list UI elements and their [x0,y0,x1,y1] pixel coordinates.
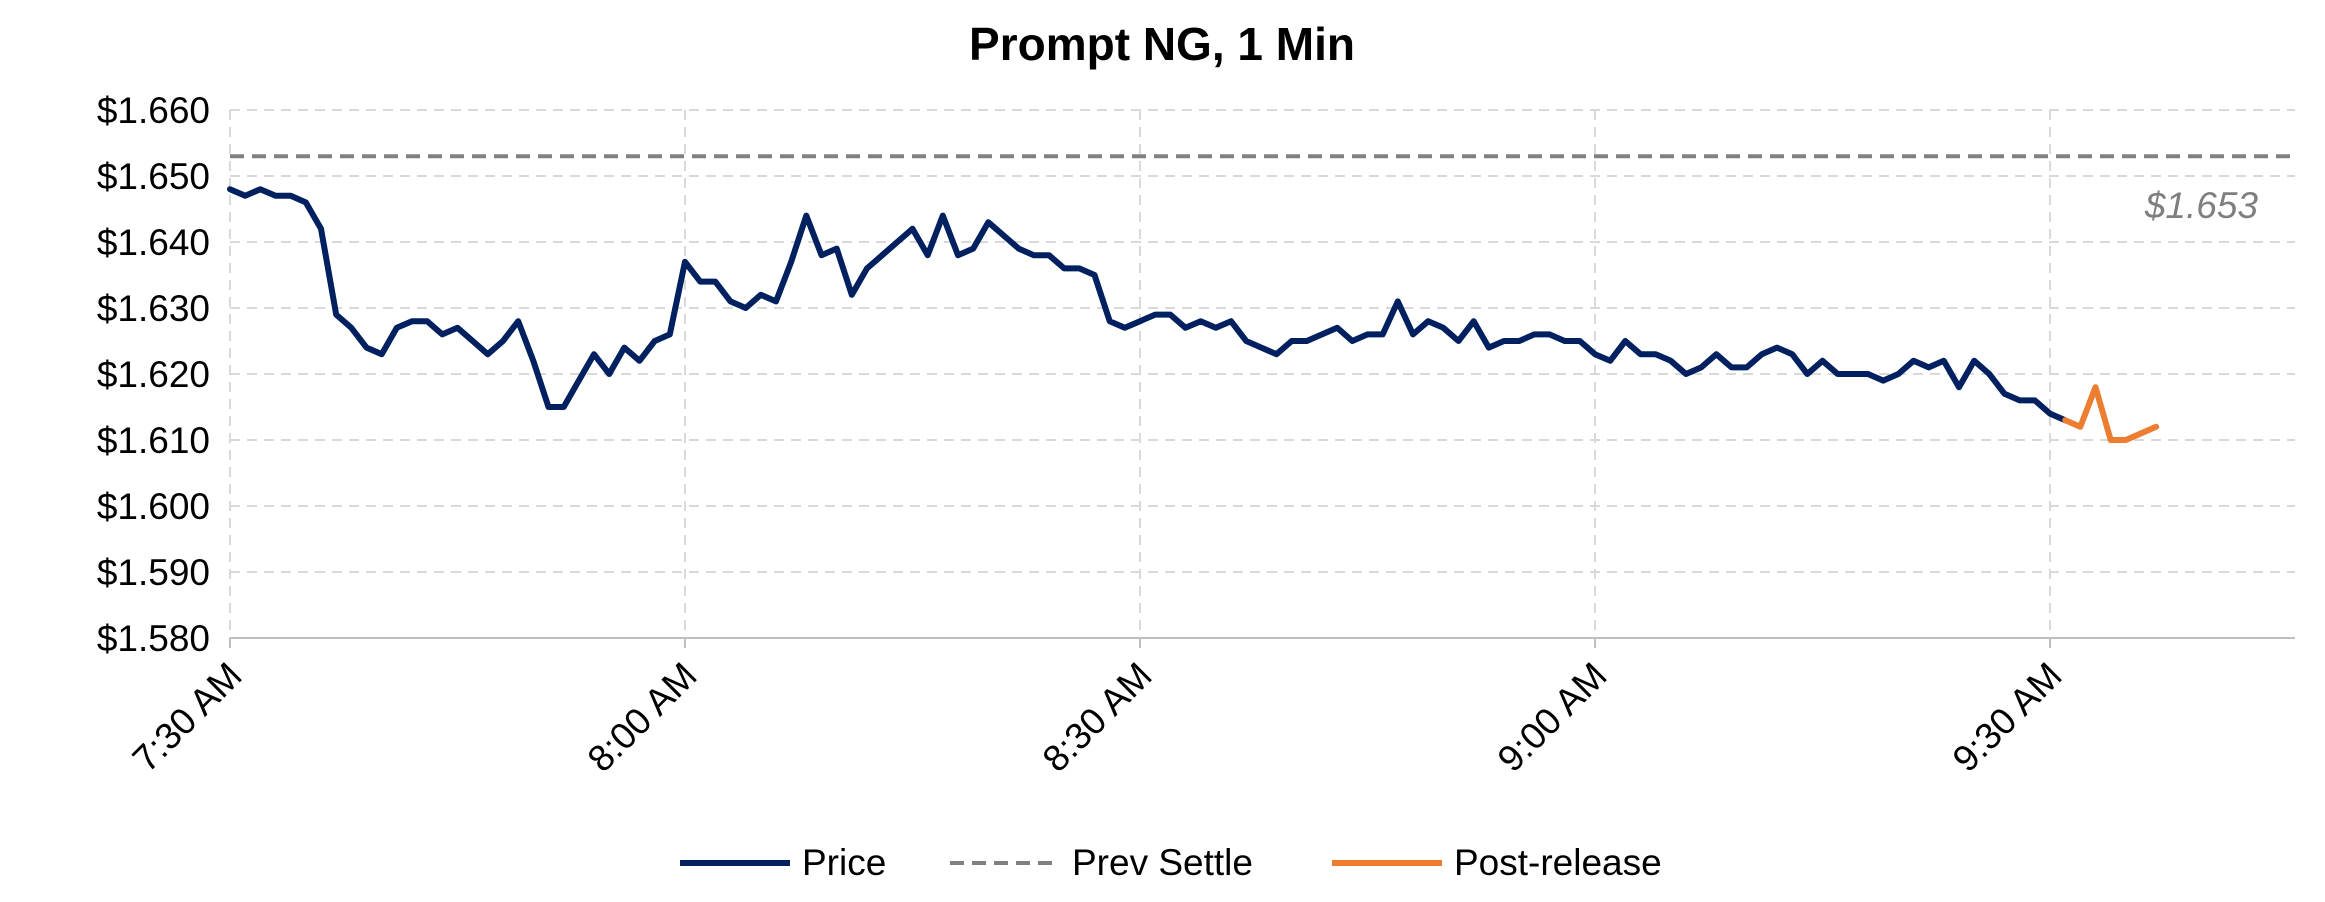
x-tick-label: 9:00 AM [1490,655,1615,780]
annotations: $1.653 [2144,185,2259,226]
y-tick-label: $1.590 [97,552,210,593]
axes: $1.580 $1.590 $1.600 $1.610 $1.620 $1.630 $1.6… [97,90,2295,780]
prev-settle-annotation: $1.653 [2144,185,2259,226]
y-tick-label: $1.580 [97,618,210,659]
post-release-line [2062,384,2160,443]
y-tick-label: $1.630 [97,288,210,329]
legend-label: Prev Settle [1072,842,1253,883]
x-tick-label: 8:30 AM [1035,655,1160,780]
price-line [227,186,2069,424]
y-tick-label: $1.600 [97,486,210,527]
legend-label: Price [802,842,886,883]
x-tick-label: 7:30 AM [125,655,250,780]
y-tick-label: $1.660 [97,90,210,131]
legend-item-price: Price [680,842,886,883]
legend-item-post-release: Post-release [1332,842,1662,883]
legend-label: Post-release [1454,842,1662,883]
y-tick-label: $1.610 [97,420,210,461]
chart-title: Prompt NG, 1 Min [969,18,1355,70]
x-tick-label: 8:00 AM [580,655,705,780]
plot-area [227,154,2295,443]
legend: Price Prev Settle Post-release [680,842,1662,883]
y-tick-label: $1.650 [97,156,210,197]
y-tick-label: $1.620 [97,354,210,395]
y-tick-label: $1.640 [97,222,210,263]
legend-item-prev-settle: Prev Settle [950,842,1253,883]
x-tick-label: 9:30 AM [1945,655,2070,780]
